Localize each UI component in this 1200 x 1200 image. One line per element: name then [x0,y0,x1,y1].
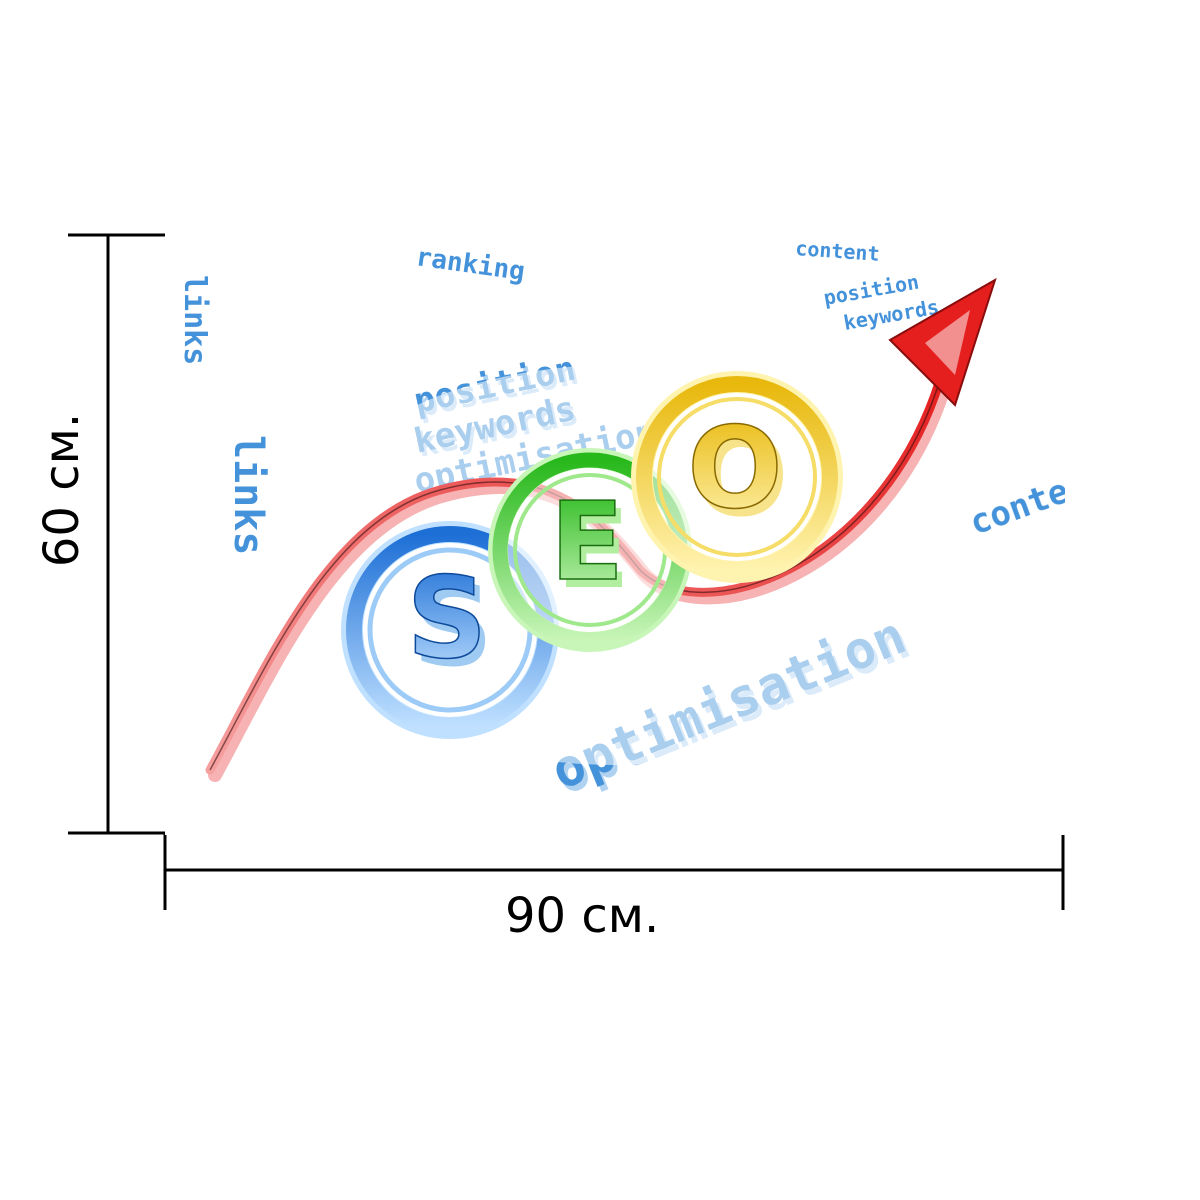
letter-s: S [407,554,488,684]
letter-o: O [687,404,782,534]
bg-word-links-2: links [225,435,271,555]
svg-text:S: S [413,562,494,692]
seo-illustration: position position keywords keywords opti… [177,236,1065,807]
seo-artwork: position position keywords keywords opti… [165,235,1065,835]
svg-text:E: E [556,488,630,613]
bg-word-content: content [795,236,881,266]
bg-word-ranking: ranking [414,242,527,287]
svg-text:O: O [693,412,788,542]
height-label: 60 см. [34,412,90,568]
letter-e: E [550,480,624,605]
bg-word-content-2: content [964,457,1065,544]
seo-letter-o-badge: O O [631,371,843,583]
width-label: 90 см. [505,888,660,944]
bg-word-links: links [177,275,212,365]
